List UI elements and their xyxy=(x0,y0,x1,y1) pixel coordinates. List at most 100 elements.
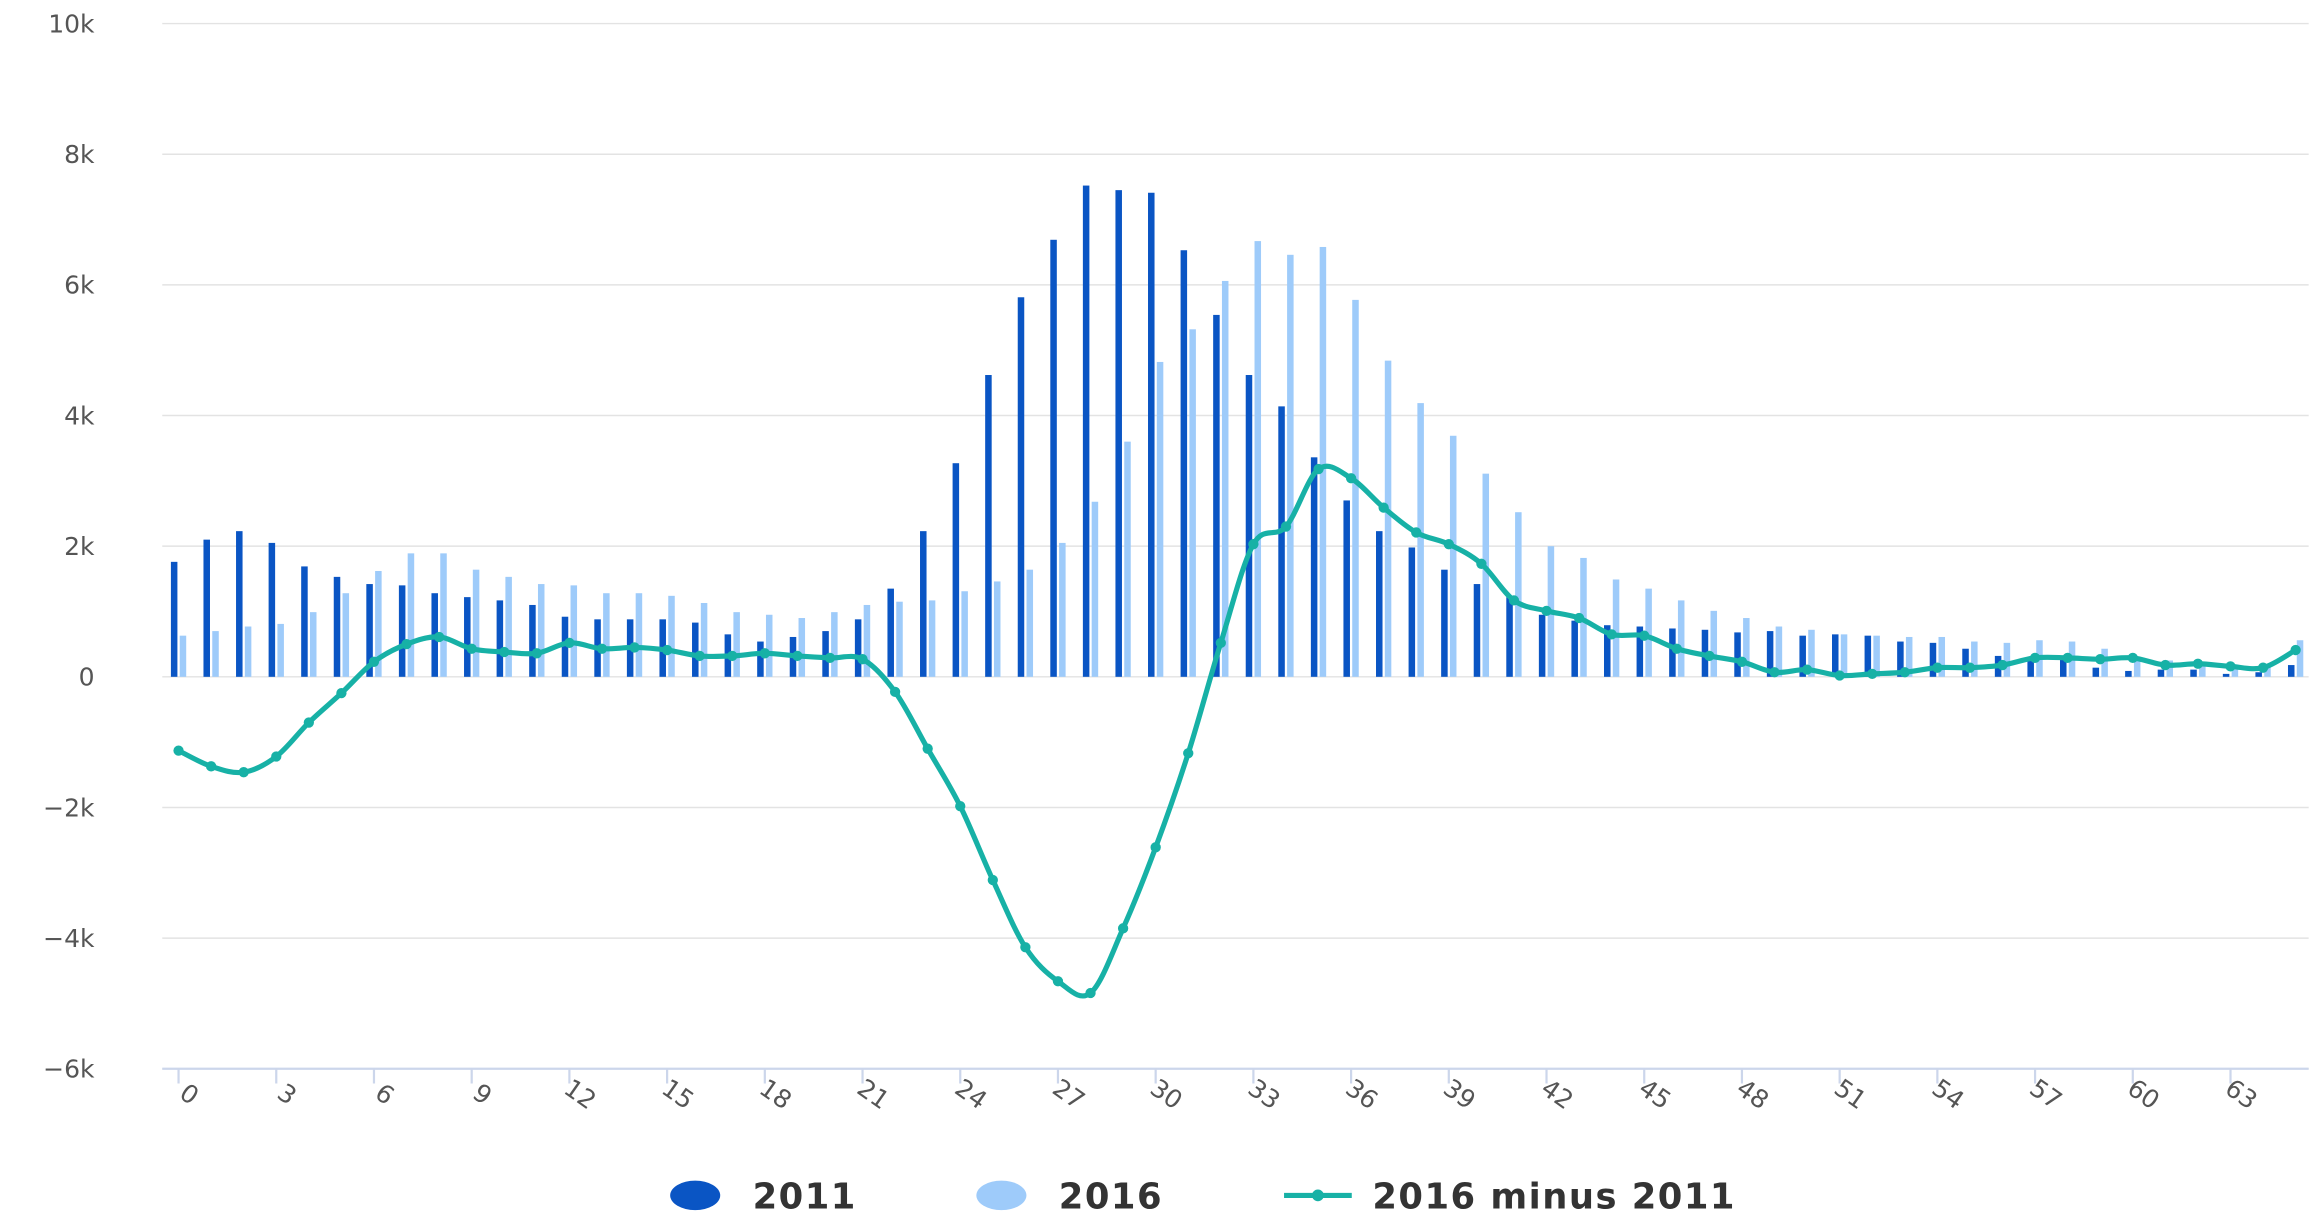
bar xyxy=(236,531,243,677)
line-point xyxy=(1248,539,1259,550)
y-tick-label: 2k xyxy=(64,532,95,561)
bar xyxy=(170,561,178,677)
x-tick-label: 63 xyxy=(2220,1073,2263,1115)
bar xyxy=(398,585,406,677)
bar xyxy=(277,623,284,677)
bar xyxy=(822,631,829,677)
bar xyxy=(798,618,806,677)
bar xyxy=(407,553,415,677)
line-point xyxy=(2029,652,2041,664)
bar xyxy=(1743,618,1750,677)
x-tick-label: 48 xyxy=(1731,1073,1774,1115)
bar xyxy=(212,631,219,677)
line-point xyxy=(2192,658,2204,669)
line-point xyxy=(727,650,738,662)
bar xyxy=(1971,641,1978,677)
bar xyxy=(268,542,276,677)
line-point xyxy=(629,642,640,653)
bar xyxy=(1604,625,1611,677)
bar xyxy=(1734,632,1741,677)
bar xyxy=(496,600,504,677)
bar xyxy=(1840,634,1848,677)
bar xyxy=(1408,547,1416,677)
x-tick-label: 24 xyxy=(950,1073,993,1115)
line-point xyxy=(1639,630,1650,641)
bar xyxy=(1929,642,1937,677)
line-point xyxy=(2225,661,2236,672)
bar xyxy=(2199,663,2206,677)
bar xyxy=(1636,626,1644,677)
line-point xyxy=(1215,637,1226,649)
line-point xyxy=(499,646,510,658)
bar xyxy=(961,591,968,677)
x-tick-label: 54 xyxy=(1927,1073,1970,1115)
bar xyxy=(464,597,471,677)
bar xyxy=(1669,628,1676,677)
y-tick-label: 10k xyxy=(48,9,95,38)
x-tick-label: 27 xyxy=(1047,1073,1090,1115)
bar xyxy=(1059,542,1066,677)
line-point xyxy=(1085,987,1096,999)
bar xyxy=(1017,297,1025,677)
y-tick-label: −2k xyxy=(43,793,95,822)
legend-symbol xyxy=(976,1180,1027,1211)
bar xyxy=(529,604,536,677)
bar xyxy=(863,604,871,677)
bar xyxy=(2231,669,2239,677)
legend-label: 2016 xyxy=(1059,1177,1163,1216)
bar xyxy=(537,584,545,677)
bar xyxy=(244,626,252,677)
line-point xyxy=(2095,654,2106,665)
bar xyxy=(1766,631,1774,677)
line-point xyxy=(661,644,673,656)
bar xyxy=(2190,669,2197,677)
bar xyxy=(1148,192,1155,677)
bar xyxy=(1254,241,1262,677)
line-point xyxy=(1671,643,1682,654)
legend-item[interactable]: 2011 xyxy=(670,1177,857,1216)
line-point xyxy=(1476,558,1487,569)
bar xyxy=(1156,361,1164,677)
legend-item[interactable]: 2016 minus 2011 xyxy=(1284,1177,1736,1216)
bar xyxy=(1278,406,1285,677)
y-tick-label: −6k xyxy=(43,1055,95,1084)
legend-item[interactable]: 2016 xyxy=(976,1177,1163,1216)
bar xyxy=(733,612,740,677)
legend-symbol xyxy=(1312,1189,1324,1202)
line-point xyxy=(1411,527,1422,538)
bar xyxy=(2264,666,2271,677)
line-point xyxy=(596,643,608,654)
bar xyxy=(2157,669,2165,677)
line-point xyxy=(271,751,282,762)
bar xyxy=(2059,657,2067,677)
line-point xyxy=(433,631,445,643)
line-point xyxy=(694,650,705,662)
bar xyxy=(1189,329,1196,677)
bar xyxy=(1343,500,1350,677)
bar xyxy=(1799,635,1806,677)
bar xyxy=(2101,648,2108,677)
line-point xyxy=(1378,502,1389,513)
bar xyxy=(1082,185,1090,677)
bar xyxy=(854,619,862,677)
line-point xyxy=(1801,664,1813,675)
x-tick-label: 12 xyxy=(559,1073,602,1115)
bar xyxy=(1775,626,1783,677)
line-point xyxy=(1932,662,1943,673)
bar xyxy=(1515,512,1522,677)
bar xyxy=(301,566,308,677)
line-point xyxy=(1052,976,1064,987)
bar xyxy=(2125,670,2132,677)
bar xyxy=(1449,435,1457,677)
bar xyxy=(831,612,838,677)
line-point xyxy=(466,643,477,654)
legend-symbol xyxy=(670,1180,721,1211)
bar xyxy=(570,585,578,677)
line-point xyxy=(1769,667,1780,678)
line-point xyxy=(303,717,314,728)
legend-label: 2011 xyxy=(753,1177,857,1216)
line-point xyxy=(1899,667,1910,678)
line-point xyxy=(857,654,868,665)
bar xyxy=(1441,569,1448,677)
